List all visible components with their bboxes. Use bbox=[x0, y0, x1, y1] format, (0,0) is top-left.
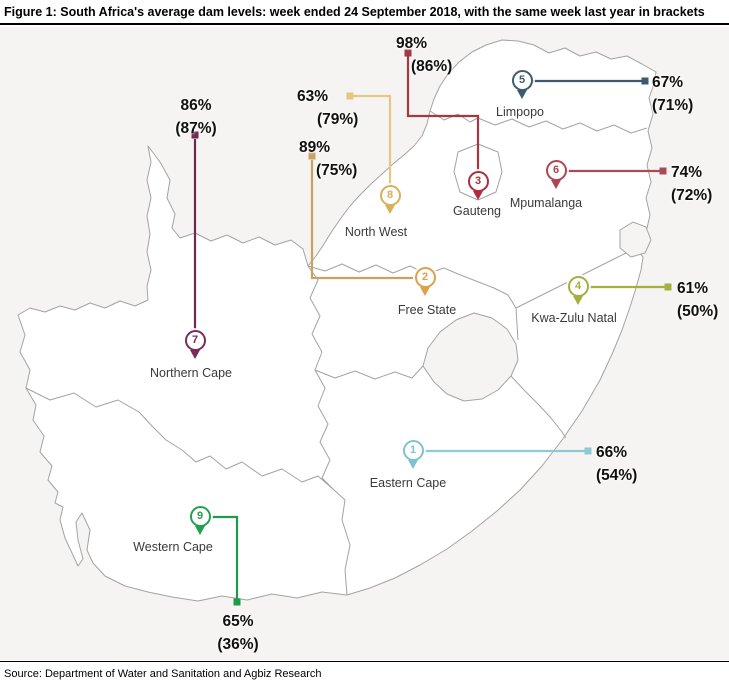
leader-endpoint-eastern-cape bbox=[584, 447, 592, 455]
lesotho-enclave-outline bbox=[422, 312, 519, 402]
source-divider bbox=[0, 661, 729, 662]
figure-title: Figure 1: South Africa's average dam lev… bbox=[4, 5, 705, 19]
source-text: Source: Department of Water and Sanitati… bbox=[4, 668, 322, 680]
leader-endpoint-free-state bbox=[308, 152, 316, 160]
leader-endpoint-limpopo bbox=[641, 77, 649, 85]
leader-line-western-cape bbox=[212, 515, 239, 599]
leader-endpoint-north-west bbox=[346, 92, 354, 100]
leader-endpoint-mpumalanga bbox=[659, 167, 667, 175]
leader-lines-layer bbox=[191, 49, 672, 606]
gauteng-province-border bbox=[453, 143, 503, 201]
country-outline bbox=[17, 39, 657, 602]
leader-line-gauteng bbox=[406, 55, 480, 171]
leader-line-north-west bbox=[353, 94, 392, 185]
leader-endpoint-northern-cape bbox=[191, 131, 199, 139]
leader-endpoint-gauteng bbox=[404, 49, 412, 57]
eswatini-enclave-outline bbox=[619, 221, 652, 258]
leader-endpoint-western-cape bbox=[233, 598, 241, 606]
leader-line-free-state bbox=[310, 160, 413, 280]
leader-endpoint-kwa-zulu-natal bbox=[664, 283, 672, 291]
figure-header: Figure 1: South Africa's average dam lev… bbox=[0, 0, 729, 25]
